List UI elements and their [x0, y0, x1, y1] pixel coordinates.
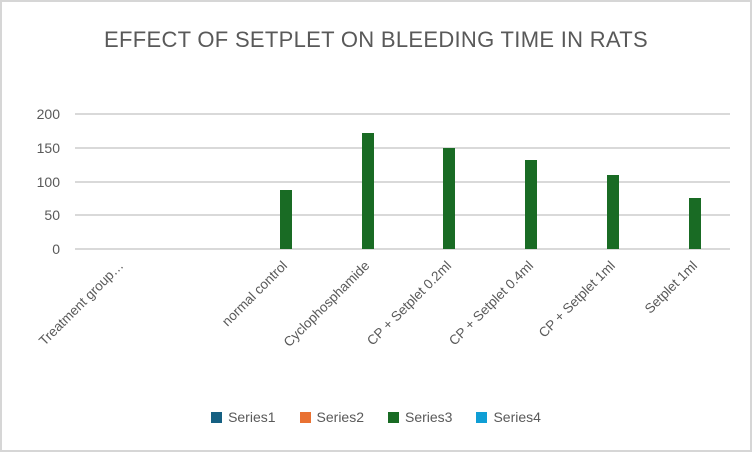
bar	[689, 198, 702, 249]
y-tick-label: 50	[44, 207, 60, 224]
legend-swatch	[388, 411, 399, 423]
x-category-label: Treatment group…	[36, 258, 127, 349]
gridline	[75, 248, 730, 250]
bar	[361, 132, 374, 249]
legend-item: Series4	[476, 409, 541, 425]
x-category-label: CP + Setplet 0.4ml	[445, 258, 536, 349]
x-category-label: CP + Setplet 1ml	[535, 258, 618, 341]
gridline	[75, 113, 730, 115]
x-category-label: Setplet 1ml	[641, 258, 700, 317]
chart-title-text: EFFECT OF SETPLET ON BLEEDING TIME IN RA…	[104, 27, 648, 52]
legend-swatch	[476, 411, 488, 423]
legend-item: Series1	[211, 409, 276, 425]
gridline	[75, 214, 730, 217]
y-tick-label: 100	[36, 173, 60, 190]
legend-label: Series4	[493, 409, 541, 425]
legend: Series1 Series2 Series3 Series4	[2, 409, 750, 425]
bar	[443, 147, 456, 249]
plot-area	[75, 113, 730, 250]
legend-item: Series2	[299, 409, 364, 425]
bar	[279, 190, 292, 249]
legend-label: Series3	[405, 409, 453, 425]
gridline	[75, 146, 730, 149]
legend-swatch	[299, 411, 311, 423]
x-category-label: CP + Setplet 0.2ml	[363, 258, 455, 349]
chart-title: EFFECT OF SETPLET ON BLEEDING TIME IN RA…	[78, 24, 674, 55]
y-tick-label: 0	[52, 241, 60, 257]
legend-label: Series1	[228, 409, 276, 425]
x-category-label: normal control	[219, 258, 291, 330]
x-category-label: Cyclophosphamide	[280, 258, 373, 350]
y-tick-label: 150	[36, 139, 60, 156]
y-tick-label: 200	[36, 106, 60, 122]
bar	[607, 174, 620, 249]
legend-item: Series3	[388, 409, 452, 425]
gridline	[75, 180, 730, 183]
legend-swatch	[211, 411, 223, 423]
legend-label: Series2	[316, 409, 364, 425]
bar	[525, 159, 538, 249]
